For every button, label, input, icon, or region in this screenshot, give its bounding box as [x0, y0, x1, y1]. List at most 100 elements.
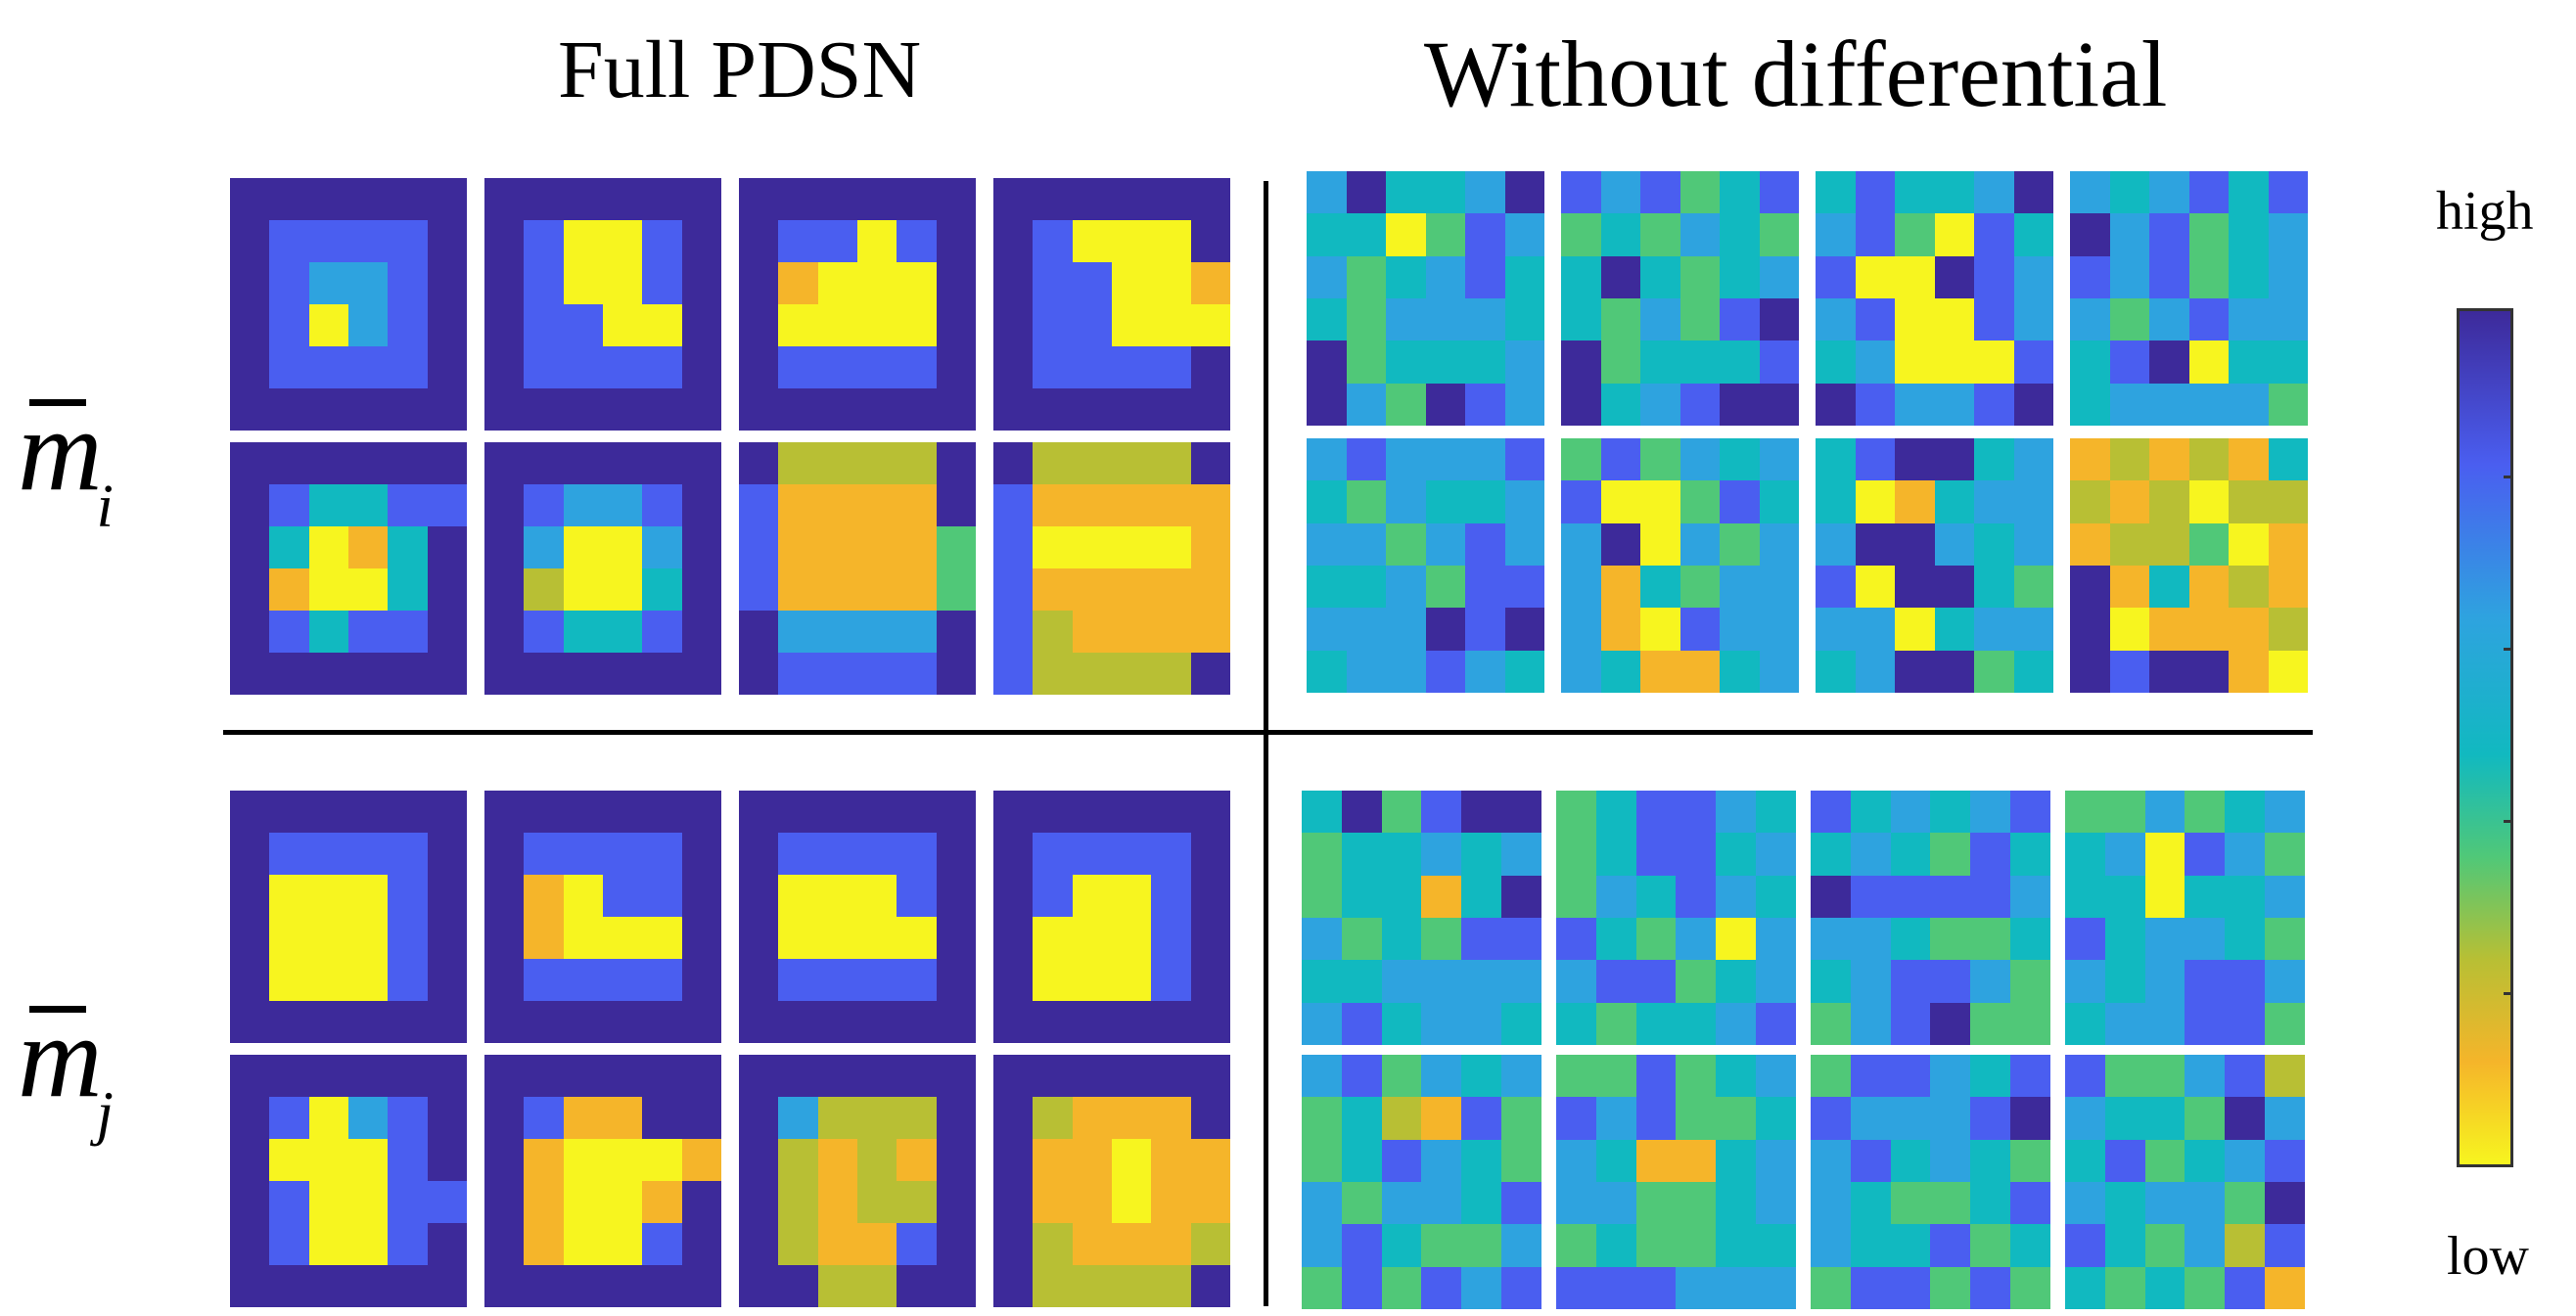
heatmap-cell: [563, 1223, 603, 1265]
heatmap-cell: [1346, 438, 1386, 481]
heatmap-cell: [897, 833, 937, 875]
heatmap-cell: [1346, 480, 1386, 523]
heatmap-cell: [269, 262, 309, 304]
heatmap-cell: [1895, 171, 1935, 214]
full-pdsn-mj-panel-6: [484, 1055, 721, 1307]
heatmap-cell: [2265, 1055, 2305, 1098]
heatmap-cell: [1504, 340, 1544, 384]
heatmap-cell: [1465, 297, 1505, 341]
heatmap-cell: [1561, 480, 1601, 523]
heatmap-cell: [1033, 959, 1073, 1001]
heatmap-cell: [308, 1181, 348, 1223]
heatmap-cell: [1111, 959, 1152, 1001]
heatmap-cell: [936, 1265, 976, 1307]
heatmap-cell: [269, 959, 309, 1001]
heatmap-cell: [1386, 608, 1426, 651]
heatmap-cell: [1501, 1266, 1541, 1309]
heatmap-cell: [1756, 875, 1796, 918]
without-diff-mi-panel-7: [1816, 438, 2053, 693]
heatmap-cell: [817, 959, 857, 1001]
heatmap-cell: [1970, 1097, 2011, 1140]
heatmap-cell: [230, 1097, 270, 1139]
heatmap-cell: [681, 875, 721, 917]
heatmap-cell: [1072, 1097, 1112, 1139]
row-label-m-i-symbol: m: [18, 385, 103, 515]
heatmap-cell: [1556, 1097, 1596, 1140]
heatmap-cell: [1970, 1266, 2011, 1309]
heatmap-cell: [1425, 340, 1465, 384]
heatmap-cell: [993, 791, 1034, 833]
heatmap-cell: [642, 442, 682, 484]
heatmap-cell: [897, 611, 937, 653]
heatmap-cell: [817, 526, 857, 568]
heatmap-cell: [2268, 383, 2308, 426]
heatmap-cell: [1033, 442, 1073, 484]
heatmap-cell: [817, 917, 857, 959]
full-pdsn-mj-panel-8: [993, 1055, 1230, 1307]
heatmap-cell: [427, 568, 467, 611]
heatmap-cell: [602, 1001, 643, 1043]
heatmap-cell: [230, 611, 270, 653]
heatmap-cell: [2188, 608, 2229, 651]
heatmap-cell: [1974, 608, 2014, 651]
heatmap-cell: [897, 178, 937, 220]
heatmap-cell: [2010, 791, 2050, 834]
heatmap-cell: [1934, 565, 1974, 609]
heatmap-cell: [524, 1265, 564, 1307]
heatmap-cell: [642, 388, 682, 431]
heatmap-cell: [1501, 791, 1541, 834]
heatmap-cell: [1930, 833, 1971, 876]
heatmap-cell: [993, 262, 1034, 304]
heatmap-cell: [1425, 522, 1465, 566]
heatmap-cell: [1970, 875, 2011, 918]
heatmap-cell: [1341, 833, 1382, 876]
heatmap-cell: [484, 220, 525, 262]
full-pdsn-mj-panel-1: [230, 791, 467, 1043]
heatmap-cell: [2149, 340, 2189, 384]
heatmap-cell: [897, 346, 937, 388]
heatmap-cell: [936, 875, 976, 917]
heatmap-cell: [1595, 791, 1636, 834]
heatmap-cell: [1716, 1224, 1757, 1267]
heatmap-cell: [347, 262, 389, 304]
heatmap-cell: [347, 526, 389, 568]
heatmap-cell: [2185, 1097, 2226, 1140]
without-diff-mj-panel-5: [1302, 1055, 1541, 1309]
colorbar: [2457, 308, 2513, 1167]
heatmap-cell: [1595, 1097, 1636, 1140]
heatmap-cell: [897, 1001, 937, 1043]
heatmap-cell: [1190, 484, 1230, 526]
heatmap-cell: [642, 1139, 682, 1181]
heatmap-cell: [1072, 875, 1112, 917]
heatmap-cell: [2225, 917, 2266, 961]
heatmap-cell: [817, 791, 857, 833]
heatmap-cell: [602, 833, 643, 875]
heatmap-cell: [739, 178, 779, 220]
heatmap-cell: [1934, 171, 1974, 214]
heatmap-cell: [1461, 1139, 1502, 1182]
heatmap-cell: [1890, 1181, 1931, 1225]
heatmap-cell: [1855, 438, 1895, 481]
heatmap-cell: [1720, 480, 1760, 523]
heatmap-cell: [269, 178, 309, 220]
heatmap-cell: [1974, 650, 2014, 693]
heatmap-cell: [1716, 1266, 1757, 1309]
heatmap-cell: [1465, 213, 1505, 256]
heatmap-cell: [1501, 1097, 1541, 1140]
heatmap-cell: [1850, 1055, 1891, 1098]
heatmap-cell: [2144, 833, 2185, 876]
heatmap-cell: [427, 875, 467, 917]
heatmap-cell: [1461, 960, 1502, 1003]
heatmap-cell: [1504, 213, 1544, 256]
heatmap-cell: [1190, 791, 1230, 833]
heatmap-cell: [347, 653, 389, 695]
heatmap-cell: [778, 1223, 818, 1265]
heatmap-cell: [1501, 833, 1541, 876]
heatmap-cell: [1756, 1002, 1796, 1045]
full-pdsn-mi-panel-2: [484, 178, 721, 431]
heatmap-cell: [1465, 383, 1505, 426]
without-diff-mi-panel-3: [1816, 171, 2053, 426]
heatmap-cell: [1930, 1097, 1971, 1140]
heatmap-cell: [936, 611, 976, 653]
heatmap-cell: [524, 833, 564, 875]
